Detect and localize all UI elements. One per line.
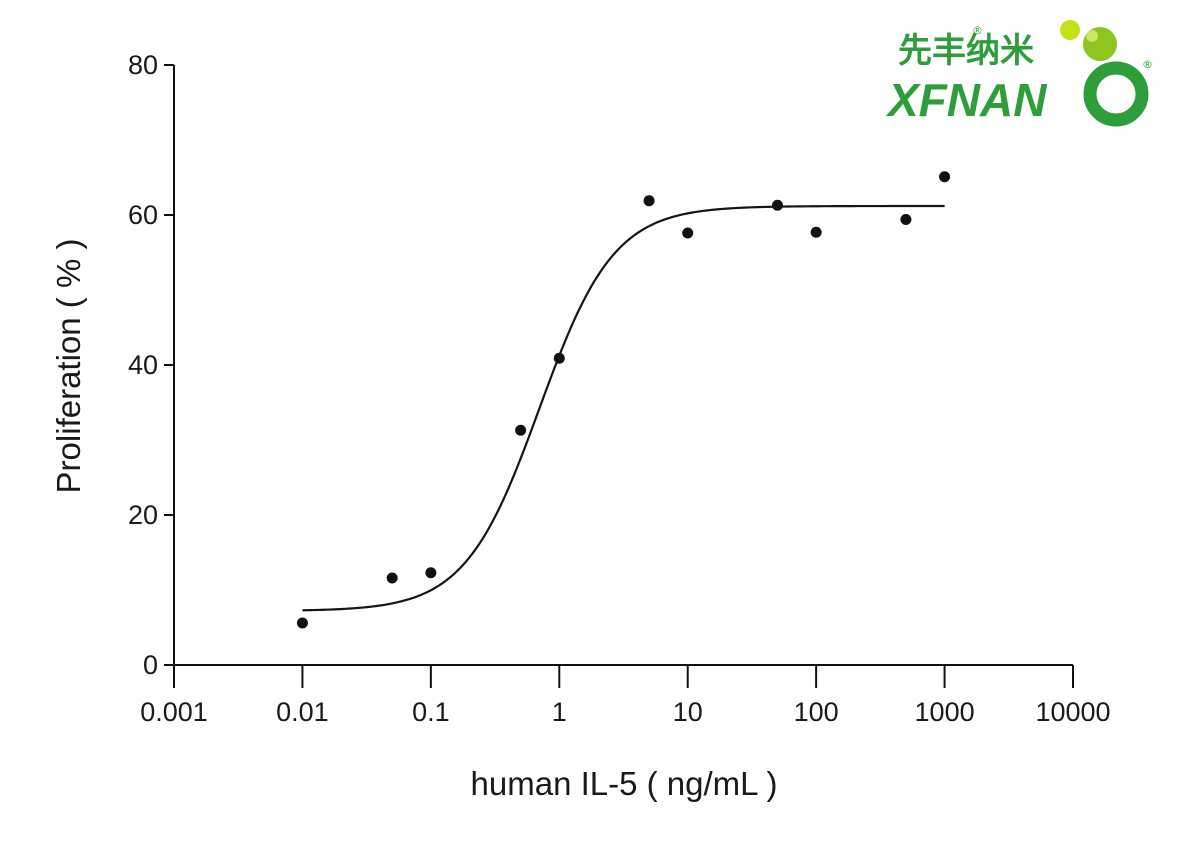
data-point <box>386 572 398 584</box>
y-tick-label: 60 <box>128 200 158 230</box>
data-point <box>900 214 912 225</box>
data-point <box>939 171 951 183</box>
fit-curve-layer <box>302 204 945 612</box>
data-point <box>515 424 527 436</box>
data-point <box>682 227 694 239</box>
x-tick-label: 0.001 <box>140 697 208 727</box>
xfnano-logo: 先丰纳米 ® XFNAN ® <box>885 20 1153 127</box>
logo-dot-small-icon <box>1060 20 1080 40</box>
logo-o-ring-icon <box>1083 61 1149 127</box>
y-tick-label: 80 <box>128 50 158 80</box>
data-point <box>296 617 308 629</box>
data-point <box>425 567 437 579</box>
x-tick-label: 1 <box>552 697 567 727</box>
fit-curve-line <box>302 204 945 612</box>
logo-dot-highlight-icon <box>1086 30 1098 42</box>
x-axis-title: human IL-5 ( ng/mL ) <box>471 765 778 802</box>
data-point <box>553 352 565 364</box>
data-point <box>771 199 783 211</box>
axes: 0 20 40 60 80 0.001 0.01 0.1 1 10 100 1000 10000 <box>128 50 1111 727</box>
logo-registered-mark: ® <box>1142 58 1153 71</box>
y-tick-label: 40 <box>128 350 158 380</box>
x-tick-label: 0.01 <box>276 697 329 727</box>
logo-chinese-text: 先丰纳米 <box>898 31 1034 71</box>
data-point <box>643 195 655 207</box>
x-tick-label: 1000 <box>915 697 975 727</box>
logo-english-text: XFNAN <box>885 74 1047 126</box>
y-tick-label: 0 <box>143 650 158 680</box>
x-tick-label: 10 <box>673 697 703 727</box>
x-tick-label: 100 <box>794 697 839 727</box>
y-axis-title: Proliferation ( % ) <box>50 239 87 494</box>
x-tick-label: 0.1 <box>412 697 450 727</box>
y-tick-label: 20 <box>128 500 158 530</box>
x-tick-label: 10000 <box>1035 697 1110 727</box>
data-points-layer <box>296 171 951 629</box>
logo-registered-mark-top: ® <box>972 24 983 37</box>
data-point <box>810 226 822 238</box>
